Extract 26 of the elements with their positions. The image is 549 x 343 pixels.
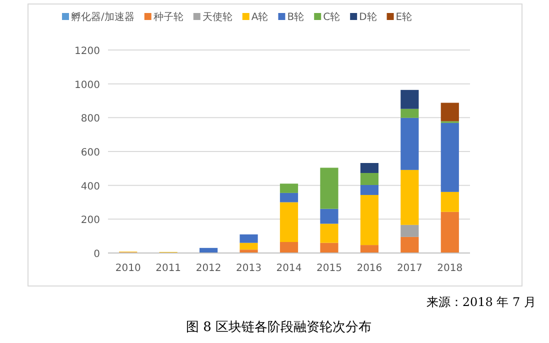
legend-label: D轮 bbox=[359, 11, 377, 23]
x-tick-label: 2018 bbox=[437, 263, 463, 274]
x-tick-label: 2016 bbox=[356, 263, 382, 274]
legend-label: 孵化器/加速器 bbox=[71, 11, 134, 23]
caption: 图 8 区块链各阶段融资轮次分布 bbox=[186, 320, 372, 335]
y-tick-label: 400 bbox=[80, 181, 100, 192]
source-note: 来源：2018 年 7 月 bbox=[426, 295, 536, 309]
legend-label: C轮 bbox=[323, 11, 340, 23]
legend-label: E轮 bbox=[396, 11, 412, 23]
legend-label: A轮 bbox=[251, 11, 268, 23]
x-tick-label: 2011 bbox=[156, 263, 182, 274]
x-tick-label: 2014 bbox=[276, 263, 302, 274]
x-tick-label: 2017 bbox=[396, 263, 422, 274]
y-tick-label: 0 bbox=[94, 249, 100, 260]
y-tick-label: 600 bbox=[80, 148, 100, 158]
y-tick-label: 800 bbox=[80, 114, 100, 125]
legend-label: 天使轮 bbox=[202, 11, 232, 23]
y-tick-label: 200 bbox=[80, 215, 100, 226]
x-tick-label: 2010 bbox=[115, 263, 141, 274]
x-tick-label: 2015 bbox=[316, 263, 342, 274]
legend-label: B轮 bbox=[287, 11, 304, 23]
x-tick-label: 2012 bbox=[196, 263, 222, 274]
legend-label: 种子轮 bbox=[153, 11, 184, 23]
x-tick-label: 2013 bbox=[236, 263, 262, 274]
y-tick-label: 1200 bbox=[74, 46, 100, 57]
y-tick-label: 1000 bbox=[74, 80, 100, 91]
